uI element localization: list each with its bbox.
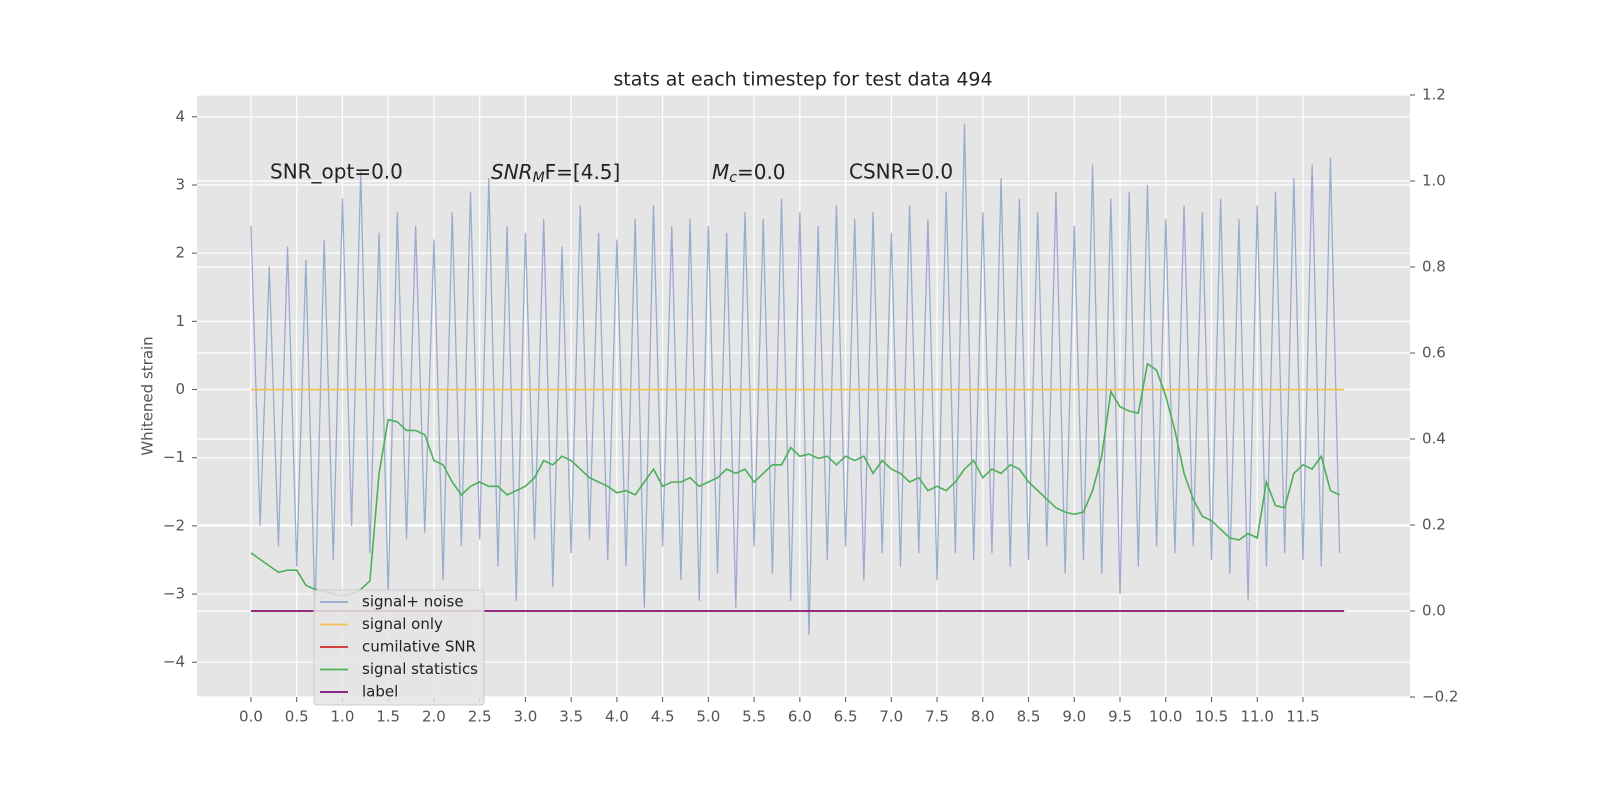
- x-tick-label: 2.5: [468, 708, 492, 726]
- y2-tick-label: 0.6: [1422, 344, 1446, 362]
- legend: signal+ noise signal only cumilative SNR si…: [313, 589, 485, 706]
- x-tick-label: 9.5: [1108, 708, 1132, 726]
- y-tick-label: −1: [163, 448, 185, 466]
- legend-label: signal statistics: [362, 660, 478, 678]
- y-tick-label: −2: [163, 516, 185, 534]
- x-tick-label: 11.5: [1286, 708, 1319, 726]
- series-line: [250, 362, 1340, 597]
- annotation: SNRMF=[4.5]: [491, 160, 620, 187]
- y-tick-label: −4: [163, 653, 185, 671]
- annotation: CSNR=0.0: [849, 160, 953, 184]
- y2-tick-label: 1.2: [1422, 86, 1446, 104]
- x-tick-label: 10.5: [1195, 708, 1228, 726]
- x-tick-label: 4.5: [651, 708, 675, 726]
- labels: 0.0 0.5 1.0 1.5 2.0 2.5 3.0 3.5 4.0 4.5 5.0 5.5 6.0 6…: [163, 86, 1459, 726]
- y2-tick-label: 0.8: [1422, 258, 1446, 276]
- legend-box: [313, 589, 485, 706]
- y-axis-label: Whitened strain: [139, 336, 157, 455]
- x-tick-label: 8.0: [971, 708, 995, 726]
- annotation-sub: c: [729, 170, 737, 186]
- legend-label: label: [362, 683, 398, 701]
- y-tick-label: 3: [175, 175, 185, 193]
- x-tick-label: 9.0: [1062, 708, 1086, 726]
- annotation-base: SNR: [491, 160, 533, 184]
- y2-tick-label: −0.2: [1422, 688, 1458, 706]
- y-tick-label: 1: [175, 312, 185, 330]
- legend-label: signal+ noise: [362, 593, 464, 611]
- legend-label: cumilative SNR: [362, 638, 476, 656]
- y-tick-label: 2: [175, 244, 185, 262]
- x-tick-label: 1.0: [331, 708, 355, 726]
- x-tick-label: 6.0: [788, 708, 812, 726]
- x-tick-label: 8.5: [1017, 708, 1041, 726]
- x-tick-label: 1.5: [376, 708, 400, 726]
- y-tick-label: 4: [175, 107, 185, 125]
- chart-title: stats at each timestep for test data 494: [613, 69, 992, 91]
- x-tick-label: 5.0: [696, 708, 720, 726]
- x-tick-label: 10.0: [1149, 708, 1182, 726]
- annotation-sub: M: [533, 170, 545, 186]
- y2-tick-label: 0.0: [1422, 602, 1446, 620]
- x-tick-label: 4.0: [605, 708, 629, 726]
- series-line: [250, 123, 1341, 635]
- x-tick-label: 11.0: [1241, 708, 1274, 726]
- annotation-tail: =0.0: [737, 160, 786, 184]
- x-tick-label: 5.5: [742, 708, 766, 726]
- y-tick-label: −3: [163, 585, 185, 603]
- y-tick-label: 0: [175, 380, 185, 398]
- x-tick-label: 7.5: [925, 708, 949, 726]
- annotation-tail: F=[4.5]: [545, 160, 621, 184]
- annotation-base: M: [712, 160, 729, 184]
- x-tick-label: 0.0: [239, 708, 263, 726]
- annotation: Mc=0.0: [712, 160, 786, 187]
- x-tick-label: 6.5: [834, 708, 858, 726]
- y2-tick-label: 0.2: [1422, 516, 1446, 534]
- x-tick-label: 3.5: [559, 708, 583, 726]
- x-tick-label: 7.0: [879, 708, 903, 726]
- legend-label: signal only: [362, 615, 443, 633]
- x-tick-label: 3.0: [513, 708, 537, 726]
- x-tick-label: 2.0: [422, 708, 446, 726]
- y2-tick-label: 1.0: [1422, 172, 1446, 190]
- x-tick-label: 0.5: [285, 708, 309, 726]
- annotation: SNR_opt=0.0: [270, 160, 403, 184]
- y2-tick-label: 0.4: [1422, 430, 1446, 448]
